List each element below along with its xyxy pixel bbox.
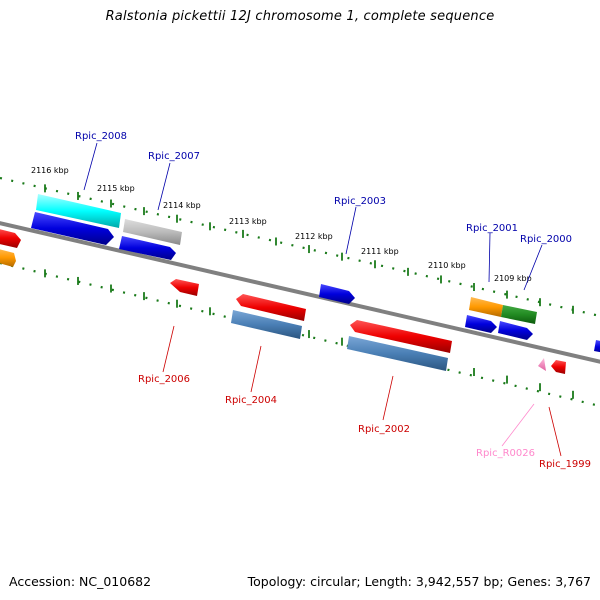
gene-Rpic_2001[interactable] bbox=[469, 297, 503, 317]
gene-Rpic_2000-cds[interactable] bbox=[498, 321, 533, 340]
upper-tick-track bbox=[0, 176, 600, 318]
gene-Rpic_2008[interactable] bbox=[36, 194, 121, 228]
gene-Rpic_2008-cds[interactable] bbox=[31, 212, 114, 245]
map-title: Ralstonia pickettii 12J chromosome 1, co… bbox=[105, 9, 495, 24]
gene-labels-bottom: Rpic_2006 Rpic_2004 Rpic_2002 Rpic_R0026… bbox=[138, 374, 591, 470]
gene-labels-top: Rpic_2008 Rpic_2007 Rpic_2003 Rpic_2001 … bbox=[75, 131, 572, 245]
gene-partial-left-red[interactable] bbox=[0, 228, 21, 248]
gene-label-Rpic_R0026[interactable]: Rpic_R0026 bbox=[476, 448, 535, 459]
scale-label: 2110 kbp bbox=[428, 261, 466, 270]
chromosome-backbone bbox=[0, 221, 600, 364]
gene-label-Rpic_1999[interactable]: Rpic_1999 bbox=[539, 459, 591, 470]
scale-label: 2112 kbp bbox=[295, 232, 333, 241]
callout-lines bbox=[83, 142, 562, 457]
gene-label-Rpic_2001[interactable]: Rpic_2001 bbox=[466, 223, 518, 234]
gene-Rpic_2003[interactable] bbox=[319, 284, 355, 304]
gene-label-Rpic_2003[interactable]: Rpic_2003 bbox=[334, 196, 386, 207]
scale-label: 2109 kbp bbox=[494, 274, 532, 283]
gene-Rpic_2001-cds[interactable] bbox=[465, 315, 497, 333]
gene-Rpic_2000[interactable] bbox=[501, 305, 537, 324]
accession-text: Accession: NC_010682 bbox=[9, 574, 152, 589]
gene-Rpic_2002-cds[interactable] bbox=[347, 336, 448, 371]
gene-label-Rpic_2006[interactable]: Rpic_2006 bbox=[138, 374, 190, 385]
gene-label-Rpic_2000[interactable]: Rpic_2000 bbox=[520, 234, 572, 245]
scale-label: 2116 kbp bbox=[31, 166, 69, 175]
gene-label-Rpic_2002[interactable]: Rpic_2002 bbox=[358, 424, 410, 435]
scale-label: 2114 kbp bbox=[163, 201, 201, 210]
topology-text: Topology: circular; Length: 3,942,557 bp… bbox=[247, 574, 591, 589]
scale-label: 2115 kbp bbox=[97, 184, 135, 193]
gene-Rpic_2004-cds[interactable] bbox=[231, 310, 302, 339]
gene-partial-right-blue[interactable] bbox=[594, 340, 600, 354]
scale-labels: 2116 kbp 2115 kbp 2114 kbp 2113 kbp 2112… bbox=[31, 166, 532, 283]
scale-label: 2113 kbp bbox=[229, 217, 267, 226]
gene-Rpic_2002[interactable] bbox=[350, 320, 452, 353]
gene-Rpic_R0026[interactable] bbox=[538, 358, 546, 371]
gene-partial-left-orange[interactable] bbox=[0, 248, 16, 267]
gene-label-Rpic_2007[interactable]: Rpic_2007 bbox=[148, 151, 200, 162]
scale-label: 2111 kbp bbox=[361, 247, 399, 256]
gene-label-Rpic_2008[interactable]: Rpic_2008 bbox=[75, 131, 127, 142]
gene-Rpic_1999[interactable] bbox=[551, 360, 566, 374]
gene-Rpic_2006[interactable] bbox=[170, 279, 199, 296]
gene-Rpic_2007[interactable] bbox=[123, 219, 182, 245]
gene-label-Rpic_2004[interactable]: Rpic_2004 bbox=[225, 395, 277, 406]
gene-Rpic_2007-cds[interactable] bbox=[119, 236, 176, 260]
gene-Rpic_2004[interactable] bbox=[236, 294, 306, 321]
gene-features bbox=[0, 194, 600, 374]
